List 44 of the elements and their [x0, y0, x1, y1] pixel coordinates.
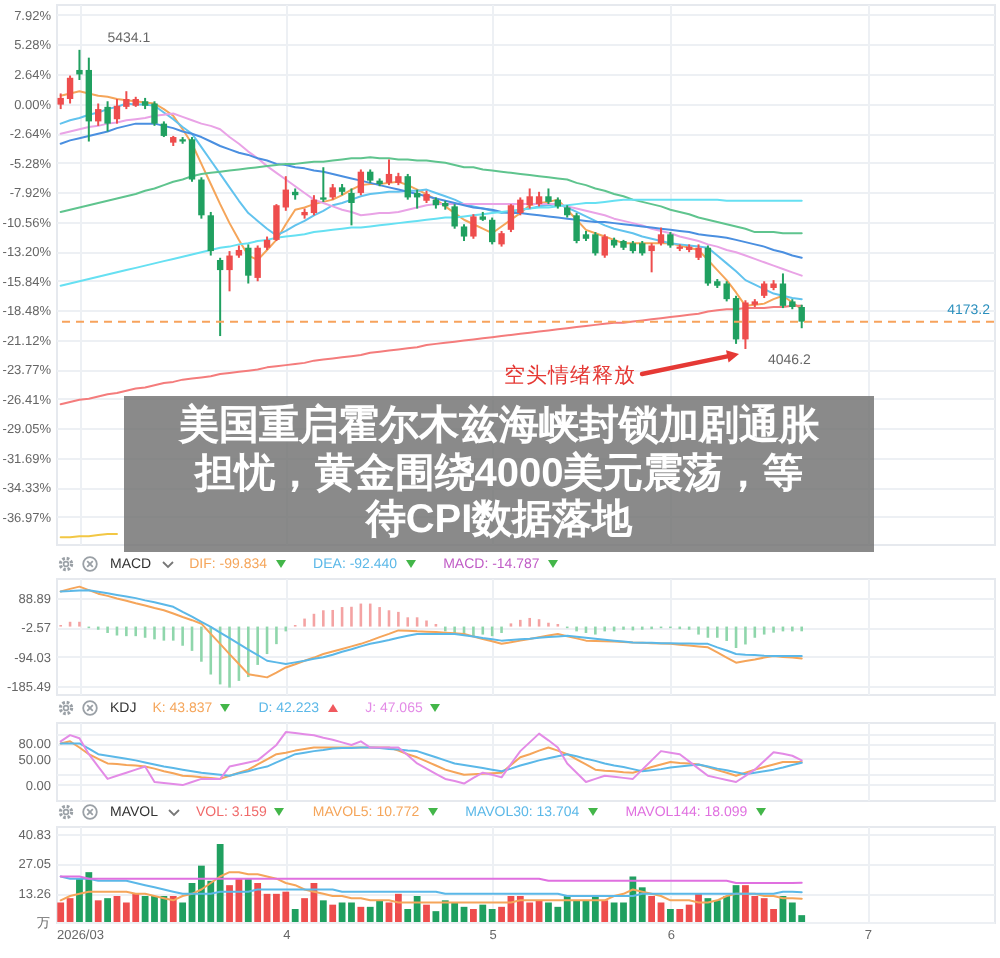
line-series: [59, 731, 803, 787]
line-series: [59, 122, 803, 259]
candlestick: [648, 242, 655, 274]
candlestick: [226, 250, 233, 293]
bar: [104, 898, 111, 922]
line-series: [59, 585, 803, 679]
bar: [244, 878, 252, 922]
candlestick: [704, 244, 712, 287]
line-series: [59, 198, 803, 287]
bar: [601, 900, 609, 922]
annotation: 空头情绪释放: [504, 363, 636, 388]
candlestick: [254, 244, 261, 283]
line-series: [59, 871, 803, 904]
candlestick: [488, 216, 496, 246]
bar: [357, 906, 365, 922]
bar: [666, 909, 674, 922]
candlestick: [601, 233, 608, 259]
candlestick: [216, 256, 224, 338]
candlestick: [207, 210, 214, 257]
bar: [423, 904, 430, 922]
candlestick: [104, 100, 111, 133]
text: 美国重启霍尔木兹海峡封锁加剧通胀担忧，黄金围绕4000美元震荡，等待CPI数据落地: [124, 396, 874, 552]
candlestick: [348, 187, 355, 227]
candlestick: [245, 243, 252, 285]
candlestick: [95, 102, 102, 127]
line-series: [59, 875, 803, 897]
candlestick: [451, 203, 458, 230]
candlestick: [198, 176, 205, 220]
bar: [394, 893, 402, 922]
bar: [57, 902, 65, 922]
bar: [329, 904, 337, 922]
candlestick: [357, 168, 365, 197]
bar: [254, 882, 262, 922]
bar: [169, 896, 177, 922]
bar: [94, 900, 102, 922]
bar: [291, 909, 299, 922]
candlestick: [320, 166, 327, 203]
bar: [648, 896, 656, 922]
bar: [319, 900, 327, 922]
line-series: [59, 156, 803, 235]
bar: [470, 909, 477, 922]
line-series: [59, 589, 803, 665]
candlestick: [798, 303, 805, 330]
candlestick: [470, 213, 477, 240]
